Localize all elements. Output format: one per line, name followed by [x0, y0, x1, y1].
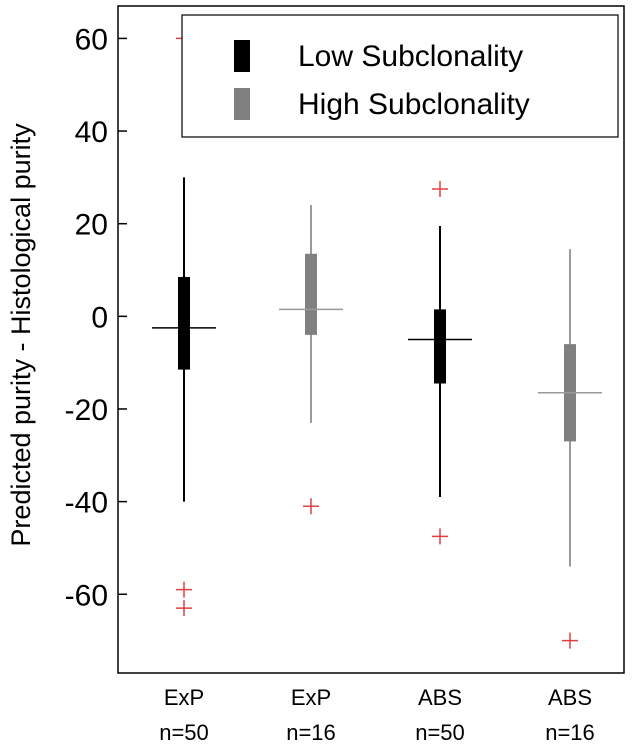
- legend: Low Subclonality High Subclonality: [181, 14, 619, 138]
- outlier-marker: [176, 600, 192, 617]
- y-tick-label: -60: [65, 579, 108, 612]
- outlier-marker: [176, 581, 192, 598]
- category-n-label: n=50: [159, 720, 209, 745]
- legend-box: [181, 14, 619, 138]
- y-tick-label: -40: [65, 487, 108, 520]
- category-label: ABS: [418, 685, 462, 710]
- category-n-label: n=50: [415, 720, 465, 745]
- category-n-label: n=16: [545, 720, 595, 745]
- boxes: [152, 30, 602, 649]
- y-tick-label: 20: [75, 209, 108, 242]
- category-label: ABS: [548, 685, 592, 710]
- box-iqr: [305, 253, 317, 335]
- y-axis: -60 -40 -20 0 20 40 60: [65, 23, 127, 612]
- y-axis-label: Predicted purity - Histological purity: [6, 123, 36, 547]
- legend-swatch-low: [234, 40, 250, 72]
- category-label: ExP: [291, 685, 331, 710]
- legend-label-low: Low Subclonality: [298, 40, 523, 73]
- y-tick-label: -20: [65, 394, 108, 427]
- outlier-marker: [562, 632, 578, 649]
- outlier-marker: [432, 180, 448, 197]
- category-n-label: n=16: [286, 720, 336, 745]
- box-iqr: [178, 276, 190, 370]
- legend-swatch-high: [234, 88, 250, 120]
- outlier-marker: [432, 528, 448, 545]
- y-tick-label: 0: [91, 301, 108, 334]
- category-label: ExP: [164, 685, 204, 710]
- outlier-marker: [303, 498, 319, 515]
- y-tick-label: 60: [75, 23, 108, 56]
- x-axis-labels: ExP n=50 ExP n=16 ABS n=50 ABS n=16: [159, 685, 595, 745]
- box-iqr: [434, 309, 446, 384]
- legend-label-high: High Subclonality: [298, 88, 530, 121]
- y-tick-label: 40: [75, 116, 108, 149]
